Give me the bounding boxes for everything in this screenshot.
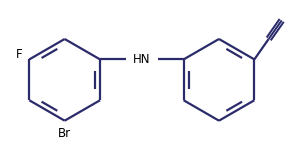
Text: HN: HN xyxy=(133,53,150,66)
Text: Br: Br xyxy=(58,127,71,140)
Text: F: F xyxy=(16,48,22,61)
